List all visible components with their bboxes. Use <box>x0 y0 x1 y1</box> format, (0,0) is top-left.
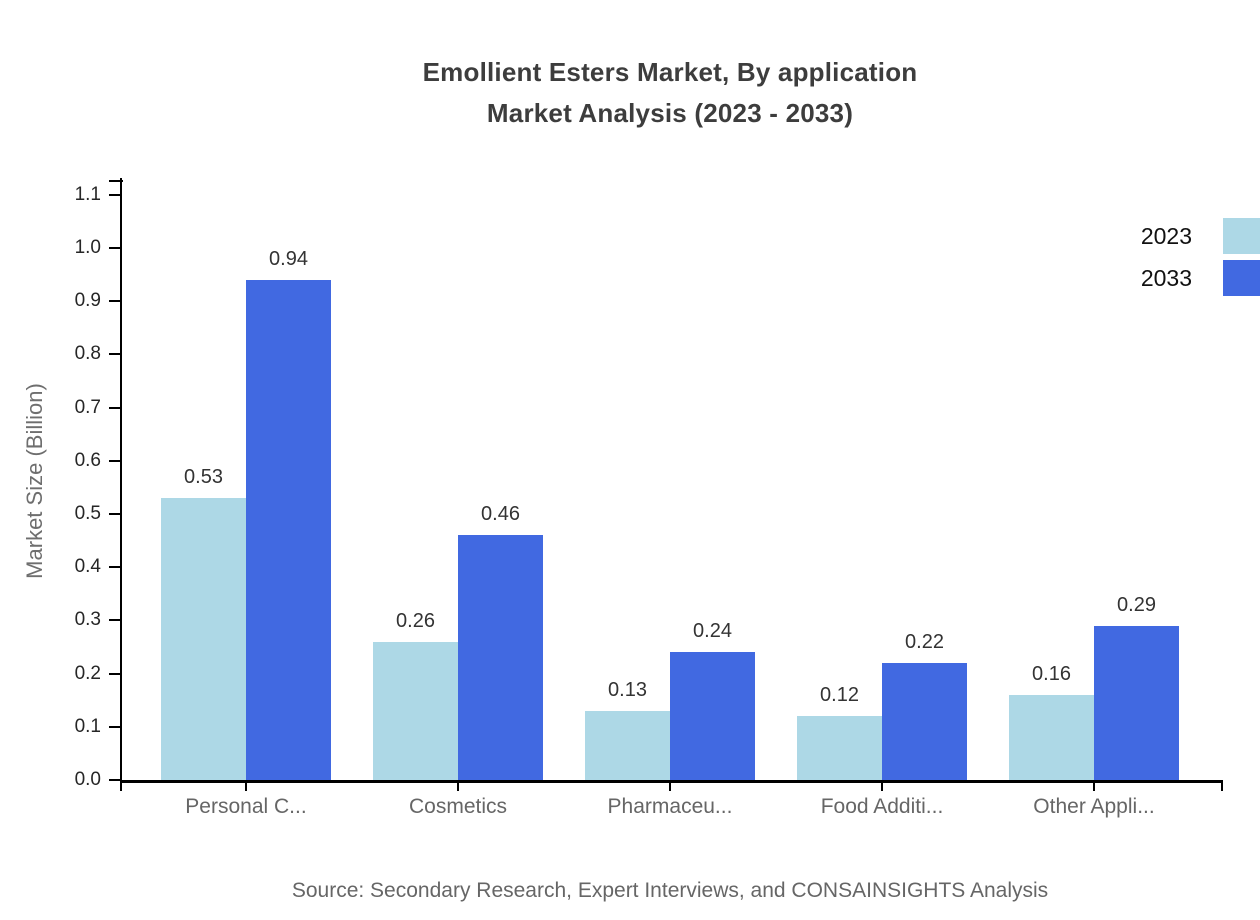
y-tick-label: 0.0 <box>74 769 101 790</box>
bar-2033-3 <box>882 662 967 780</box>
chart-title-line2: Market Analysis (2023 - 2033) <box>486 98 854 128</box>
y-tick-label: 0.3 <box>74 609 101 631</box>
bar-2023-1 <box>373 641 458 780</box>
y-tick <box>109 459 121 462</box>
bar-2033-4 <box>1094 625 1179 780</box>
y-tick-label: 0.4 <box>74 556 101 578</box>
x-category-label: Personal C... <box>185 795 307 818</box>
x-tick <box>881 781 883 791</box>
source-note: Source: Secondary Research, Expert Inter… <box>291 879 1049 902</box>
legend-swatch-2023 <box>1223 218 1260 254</box>
y-tick-label: 0.9 <box>74 290 101 312</box>
legend-item-2023: 2023 <box>1141 218 1260 254</box>
y-tick-label: 0.6 <box>74 449 101 471</box>
bar-value-label: 0.12 <box>820 684 859 707</box>
x-category-label: Other Appli... <box>1033 795 1155 818</box>
y-tick <box>109 619 121 622</box>
x-axis-end-tick <box>1221 781 1223 791</box>
bar-value-label: 0.16 <box>1032 662 1071 685</box>
x-category-label: Pharmaceu... <box>607 795 733 818</box>
y-tick-label: 1.0 <box>74 237 101 258</box>
x-tick <box>669 781 671 791</box>
bar-2033-2 <box>670 652 755 780</box>
bar-value-label: 0.22 <box>905 630 944 653</box>
bar-2033-1 <box>458 535 543 780</box>
bar-value-label: 0.94 <box>269 247 308 270</box>
y-tick <box>109 300 121 303</box>
y-tick <box>109 193 121 196</box>
y-tick <box>109 353 121 356</box>
y-tick-label: 0.5 <box>74 503 101 524</box>
y-tick <box>109 672 121 675</box>
x-tick <box>457 781 459 791</box>
bar-value-label: 0.24 <box>693 620 732 643</box>
y-axis-line <box>120 178 122 791</box>
bar-value-label: 0.53 <box>184 466 223 489</box>
bar-2023-3 <box>797 716 882 780</box>
x-axis-line <box>120 780 1223 783</box>
y-tick-label: 0.7 <box>74 396 101 418</box>
bar-2033-0 <box>246 279 331 780</box>
x-tick <box>1093 781 1095 791</box>
y-tick-label: 1.1 <box>74 183 101 205</box>
legend: 2023 2033 <box>1141 218 1260 302</box>
bar-value-label: 0.26 <box>396 609 435 632</box>
y-tick-label: 0.2 <box>74 662 101 684</box>
y-tick <box>109 247 121 249</box>
chart-title-line1: Emollient Esters Market, By application <box>422 57 918 87</box>
x-tick <box>245 781 247 791</box>
y-tick <box>109 406 121 409</box>
y-tick <box>109 566 121 569</box>
bar-value-label: 0.46 <box>481 503 520 526</box>
y-tick-label: 0.1 <box>74 715 101 737</box>
legend-label-2033: 2033 <box>1140 264 1192 291</box>
x-category-label: Cosmetics <box>408 795 508 818</box>
y-tick <box>109 779 121 781</box>
y-tick <box>109 513 121 515</box>
y-tick-label: 0.8 <box>74 343 101 365</box>
legend-item-2033: 2033 <box>1141 260 1260 296</box>
bar-2023-2 <box>585 710 670 780</box>
chart-title: Emollient Esters Market, By application … <box>0 52 1260 134</box>
y-axis-end-tick <box>109 180 123 182</box>
y-axis-title: Market Size (Billion) <box>22 383 47 579</box>
bar-value-label: 0.13 <box>608 678 647 701</box>
x-category-label: Food Additi... <box>820 795 944 818</box>
legend-label-2023: 2023 <box>1140 222 1192 249</box>
bar-value-label: 0.29 <box>1117 593 1156 616</box>
legend-swatch-2033 <box>1223 260 1260 296</box>
y-tick <box>109 725 121 728</box>
bar-2023-0 <box>161 498 246 780</box>
bar-2023-4 <box>1009 694 1094 780</box>
